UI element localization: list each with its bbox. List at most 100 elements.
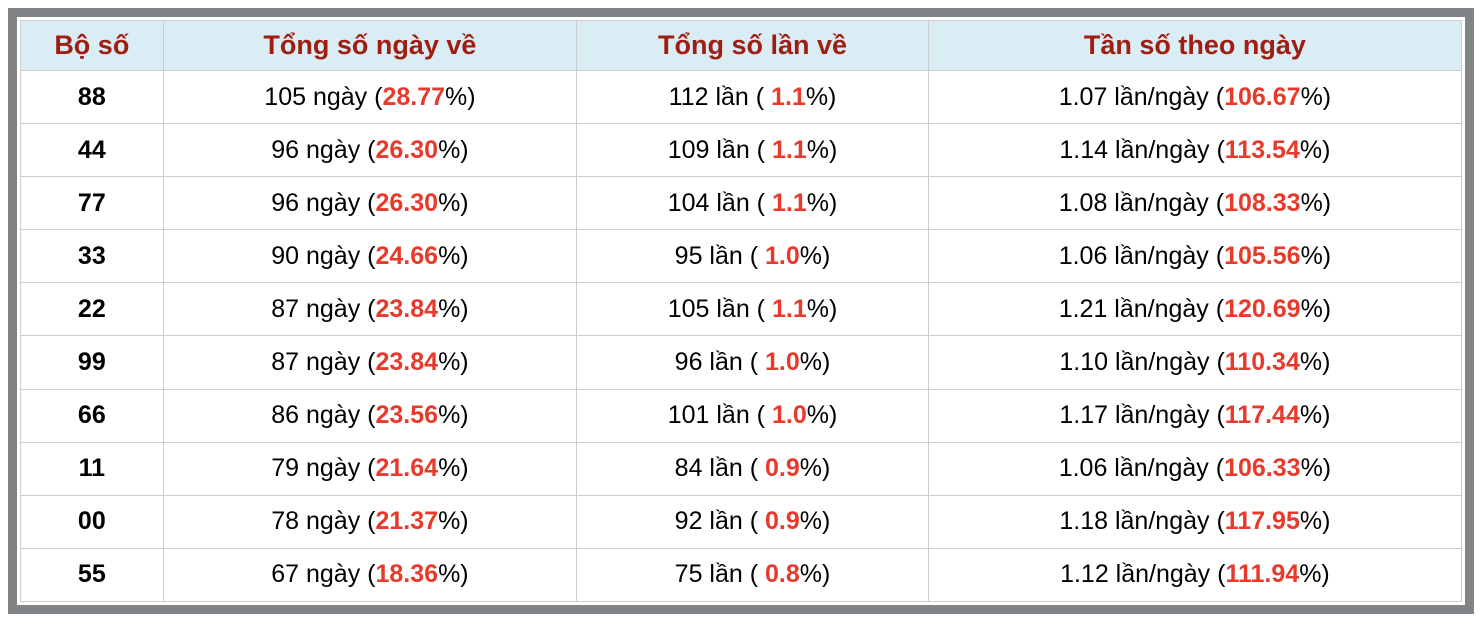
value-suffix: %) xyxy=(806,294,838,323)
percent-highlight: 24.66 xyxy=(375,241,439,270)
pair-number-cell: 33 xyxy=(20,229,164,284)
value-text: 105 lần ( xyxy=(667,294,772,323)
value-text: 105 ngày ( xyxy=(264,82,383,111)
percent-highlight: 21.37 xyxy=(375,507,439,536)
daily-frequency-cell: 1.06 lần/ngày (105.56%) xyxy=(927,229,1463,284)
value-suffix: %) xyxy=(806,188,838,217)
value-text: 87 ngày ( xyxy=(271,294,376,323)
daily-frequency-cell: 1.08 lần/ngày (108.33%) xyxy=(927,176,1463,231)
total-times-cell: 84 lần ( 0.9%) xyxy=(576,441,929,496)
value-suffix: %) xyxy=(438,507,469,536)
total-days-cell: 105 ngày (28.77%) xyxy=(162,69,578,125)
table-row: 44 96 ngày (26.30%) 109 lần ( 1.1%) 1.14 lầ… xyxy=(20,123,1463,178)
total-days-cell: 67 ngày (18.36%) xyxy=(162,547,578,603)
value-text: 1.07 lần/ngày ( xyxy=(1058,82,1225,111)
percent-highlight: 23.56 xyxy=(375,401,439,430)
percent-highlight: 28.77 xyxy=(382,82,445,111)
total-times-cell: 109 lần ( 1.1%) xyxy=(576,123,929,178)
value-text: 1.18 lần/ngày ( xyxy=(1059,507,1225,536)
value-suffix: %) xyxy=(1300,188,1332,217)
value-text: 1.06 lần/ngày ( xyxy=(1058,241,1225,270)
value-suffix: %) xyxy=(438,560,469,589)
percent-highlight: 0.9 xyxy=(765,507,800,536)
value-text: 84 lần ( xyxy=(674,454,766,483)
percent-highlight: 1.0 xyxy=(771,401,807,430)
value-text: 79 ngày ( xyxy=(271,454,376,483)
value-suffix: %) xyxy=(445,82,476,111)
percent-highlight: 21.64 xyxy=(375,454,439,483)
value-suffix: %) xyxy=(1300,294,1332,323)
percent-highlight: 117.44 xyxy=(1224,401,1300,430)
daily-frequency-cell: 1.14 lần/ngày (113.54%) xyxy=(927,123,1463,178)
value-text: 86 ngày ( xyxy=(271,401,376,430)
table-row: 22 87 ngày (23.84%) 105 lần ( 1.1%) 1.21 lầ… xyxy=(20,282,1463,337)
value-text: 90 ngày ( xyxy=(271,241,376,270)
pair-number-cell: 22 xyxy=(20,282,164,337)
pair-number-cell: 99 xyxy=(20,335,164,390)
value-suffix: %) xyxy=(805,82,837,111)
percent-highlight: 113.54 xyxy=(1224,135,1300,164)
pair-number-cell: 44 xyxy=(20,123,164,178)
total-days-cell: 87 ngày (23.84%) xyxy=(162,282,578,337)
value-text: 1.08 lần/ngày ( xyxy=(1058,188,1225,217)
header-pair-number: Bộ số xyxy=(20,20,164,71)
value-text: 96 ngày ( xyxy=(271,188,376,217)
daily-frequency-cell: 1.10 lần/ngày (110.34%) xyxy=(927,335,1463,390)
header-total-days: Tổng số ngày về xyxy=(162,20,578,71)
value-text: 109 lần ( xyxy=(667,135,772,164)
daily-frequency-cell: 1.18 lần/ngày (117.95%) xyxy=(927,494,1463,549)
pair-number-cell: 55 xyxy=(20,547,164,603)
value-text: 95 lần ( xyxy=(674,241,766,270)
value-suffix: %) xyxy=(1299,507,1331,536)
value-suffix: %) xyxy=(438,294,469,323)
value-text: 96 ngày ( xyxy=(271,135,376,164)
total-times-cell: 92 lần ( 0.9%) xyxy=(576,494,929,549)
value-suffix: %) xyxy=(438,348,469,377)
daily-frequency-cell: 1.21 lần/ngày (120.69%) xyxy=(927,282,1463,337)
total-days-cell: 87 ngày (23.84%) xyxy=(162,335,578,390)
lottery-stats-table: Bộ số Tổng số ngày về Tổng số lần về Tần… xyxy=(20,20,1463,603)
value-text: 67 ngày ( xyxy=(271,560,376,589)
percent-highlight: 18.36 xyxy=(375,560,439,589)
value-text: 78 ngày ( xyxy=(271,507,376,536)
table-row: 66 86 ngày (23.56%) 101 lần ( 1.0%) 1.17 lầ… xyxy=(20,388,1463,443)
value-suffix: %) xyxy=(806,135,838,164)
percent-highlight: 105.56 xyxy=(1224,241,1301,270)
value-suffix: %) xyxy=(438,401,469,430)
value-text: 87 ngày ( xyxy=(271,348,376,377)
value-text: 1.06 lần/ngày ( xyxy=(1058,454,1225,483)
value-suffix: %) xyxy=(1300,241,1332,270)
percent-highlight: 110.34 xyxy=(1224,348,1300,377)
value-text: 1.14 lần/ngày ( xyxy=(1059,135,1225,164)
percent-highlight: 23.84 xyxy=(375,294,439,323)
total-days-cell: 79 ngày (21.64%) xyxy=(162,441,578,496)
header-total-times: Tổng số lần về xyxy=(576,20,929,71)
value-suffix: %) xyxy=(438,135,469,164)
total-days-cell: 96 ngày (26.30%) xyxy=(162,176,578,231)
total-days-cell: 96 ngày (26.30%) xyxy=(162,123,578,178)
table-row: 99 87 ngày (23.84%) 96 lần ( 1.0%) 1.10 lần… xyxy=(20,335,1463,390)
percent-highlight: 111.94 xyxy=(1225,560,1300,589)
value-text: 96 lần ( xyxy=(674,348,766,377)
pair-number-cell: 66 xyxy=(20,388,164,443)
percent-highlight: 120.69 xyxy=(1224,294,1301,323)
value-text: 1.21 lần/ngày ( xyxy=(1058,294,1225,323)
table-frame: Bộ số Tổng số ngày về Tổng số lần về Tần… xyxy=(8,8,1474,614)
total-times-cell: 96 lần ( 1.0%) xyxy=(576,335,929,390)
value-suffix: %) xyxy=(1300,82,1332,111)
pair-number-cell: 00 xyxy=(20,494,164,549)
total-times-cell: 112 lần ( 1.1%) xyxy=(576,69,929,125)
pair-number-cell: 11 xyxy=(20,441,164,496)
daily-frequency-cell: 1.07 lần/ngày (106.67%) xyxy=(927,69,1463,125)
value-suffix: %) xyxy=(806,401,838,430)
value-suffix: %) xyxy=(1299,560,1330,589)
total-times-cell: 101 lần ( 1.0%) xyxy=(576,388,929,443)
table-row: 11 79 ngày (21.64%) 84 lần ( 0.9%) 1.06 lần… xyxy=(20,441,1463,496)
value-text: 92 lần ( xyxy=(674,507,766,536)
percent-highlight: 1.0 xyxy=(765,241,800,270)
value-suffix: %) xyxy=(1300,454,1332,483)
value-suffix: %) xyxy=(1299,401,1331,430)
percent-highlight: 108.33 xyxy=(1224,188,1301,217)
total-days-cell: 90 ngày (24.66%) xyxy=(162,229,578,284)
